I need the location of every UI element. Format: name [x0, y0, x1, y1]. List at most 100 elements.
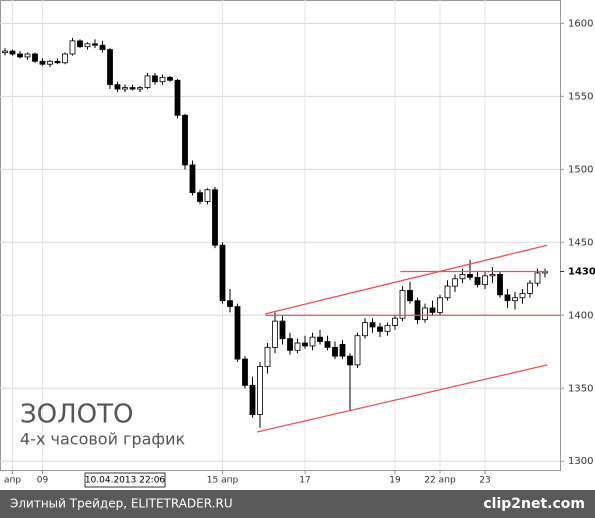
- candle-body: [77, 40, 83, 48]
- marks: [2, 37, 560, 433]
- candle-body: [414, 300, 421, 321]
- footer-logo: clip2net.com: [483, 496, 585, 512]
- x-tick-label: 17: [299, 476, 310, 486]
- candle-body: [227, 300, 233, 307]
- candle-body: [512, 297, 518, 302]
- footer-bar: [0, 490, 595, 518]
- candle-body: [317, 336, 323, 342]
- candle-body: [369, 322, 376, 328]
- candle-body: [152, 75, 158, 83]
- candle-body: [474, 276, 481, 286]
- candle-body: [482, 275, 488, 286]
- candle-body: [122, 87, 128, 90]
- candle-body: [407, 290, 413, 302]
- candle-body: [197, 192, 203, 202]
- y-tick-label: 1500: [568, 164, 593, 175]
- y-tick-label: 1450: [568, 237, 593, 248]
- candle-body: [362, 322, 368, 337]
- candle-body: [287, 338, 293, 351]
- candle-body: [534, 272, 541, 284]
- candle-body: [47, 60, 53, 65]
- cursor-label: 10.04.2013 22:06: [85, 476, 166, 486]
- candle-body: [32, 53, 38, 62]
- y-tick-label: 1350: [568, 383, 593, 394]
- trend-line: [265, 244, 548, 315]
- candle-body: [24, 53, 31, 58]
- candle-body: [339, 344, 346, 357]
- chart-title: ЗОЛОТО: [20, 400, 134, 430]
- candle-body: [264, 346, 271, 367]
- candle-body: [212, 189, 218, 246]
- candle-body: [17, 53, 23, 58]
- candle-body: [189, 164, 196, 194]
- trend-line: [256, 364, 548, 433]
- candle-body: [489, 274, 496, 277]
- axes: 1300 1350 1400 1450 1500 1550 1600 1430 апр 09 15 …: [4, 18, 595, 488]
- candle-body: [437, 297, 443, 313]
- candle-body: [347, 355, 353, 366]
- candle-body: [422, 307, 428, 321]
- candle-body: [84, 43, 91, 48]
- y-tick-label: 1400: [568, 310, 593, 321]
- candle-body: [204, 189, 211, 202]
- candle-body: [467, 274, 473, 278]
- candle-body: [242, 358, 248, 386]
- y-tick-label: 1300: [568, 456, 593, 467]
- candle-body: [354, 335, 361, 366]
- candle-body: [497, 274, 503, 296]
- candle-body: [332, 346, 338, 357]
- candle-body: [174, 79, 181, 116]
- candle-body: [234, 306, 241, 360]
- plot-frame: [0, 0, 561, 471]
- background: [0, 0, 595, 490]
- candle-body: [279, 320, 286, 340]
- candle-body: [294, 342, 301, 351]
- candle-body: [392, 317, 398, 326]
- candle-body: [144, 75, 151, 88]
- candle-body: [504, 294, 511, 302]
- candle-body: [429, 307, 436, 313]
- last-price-label: 1430: [568, 266, 595, 277]
- candle-body: [9, 50, 16, 55]
- candle-body: [384, 325, 391, 332]
- candle-body: [99, 44, 106, 51]
- y-tick-label: 1600: [568, 18, 593, 29]
- candle-body: [54, 60, 61, 64]
- candle-body: [527, 282, 533, 294]
- footer-left: Элитный Трейдер, ELITETRADER.RU: [10, 497, 233, 511]
- candle-body: [219, 244, 226, 302]
- candle-body: [39, 60, 46, 65]
- x-tick-label: апр: [4, 476, 21, 486]
- grid: [0, 0, 560, 470]
- candle-body: [182, 114, 188, 166]
- candle-body: [377, 326, 383, 332]
- candle-body: [62, 53, 68, 64]
- candle-body: [272, 320, 278, 348]
- candle-body: [302, 342, 308, 347]
- candle-body: [452, 278, 458, 287]
- candle-body: [249, 384, 256, 415]
- candle-body: [459, 274, 466, 280]
- candle-body: [257, 365, 263, 415]
- candle-body: [69, 40, 76, 55]
- candle-body: [107, 49, 113, 86]
- chart-subtitle: 4-х часовой график: [20, 430, 186, 449]
- y-tick-label: 1550: [568, 91, 593, 102]
- candle-body: [324, 341, 331, 348]
- cursor-box: [84, 472, 166, 488]
- candle-body: [2, 50, 8, 53]
- x-tick-label: 15 апр: [207, 476, 239, 486]
- candle-body: [159, 76, 166, 83]
- x-tick-label: 19: [389, 476, 401, 486]
- x-tick-label: 23: [479, 476, 490, 486]
- candle-body: [399, 290, 406, 319]
- candle-body: [114, 84, 121, 90]
- x-tick-label: 22 апр: [424, 476, 456, 486]
- candle-body: [309, 336, 316, 347]
- candle-body: [444, 285, 451, 299]
- candle-body: [129, 87, 136, 90]
- candle-body: [137, 87, 143, 90]
- x-tick-label: 09: [37, 476, 49, 486]
- candle-body: [92, 43, 98, 46]
